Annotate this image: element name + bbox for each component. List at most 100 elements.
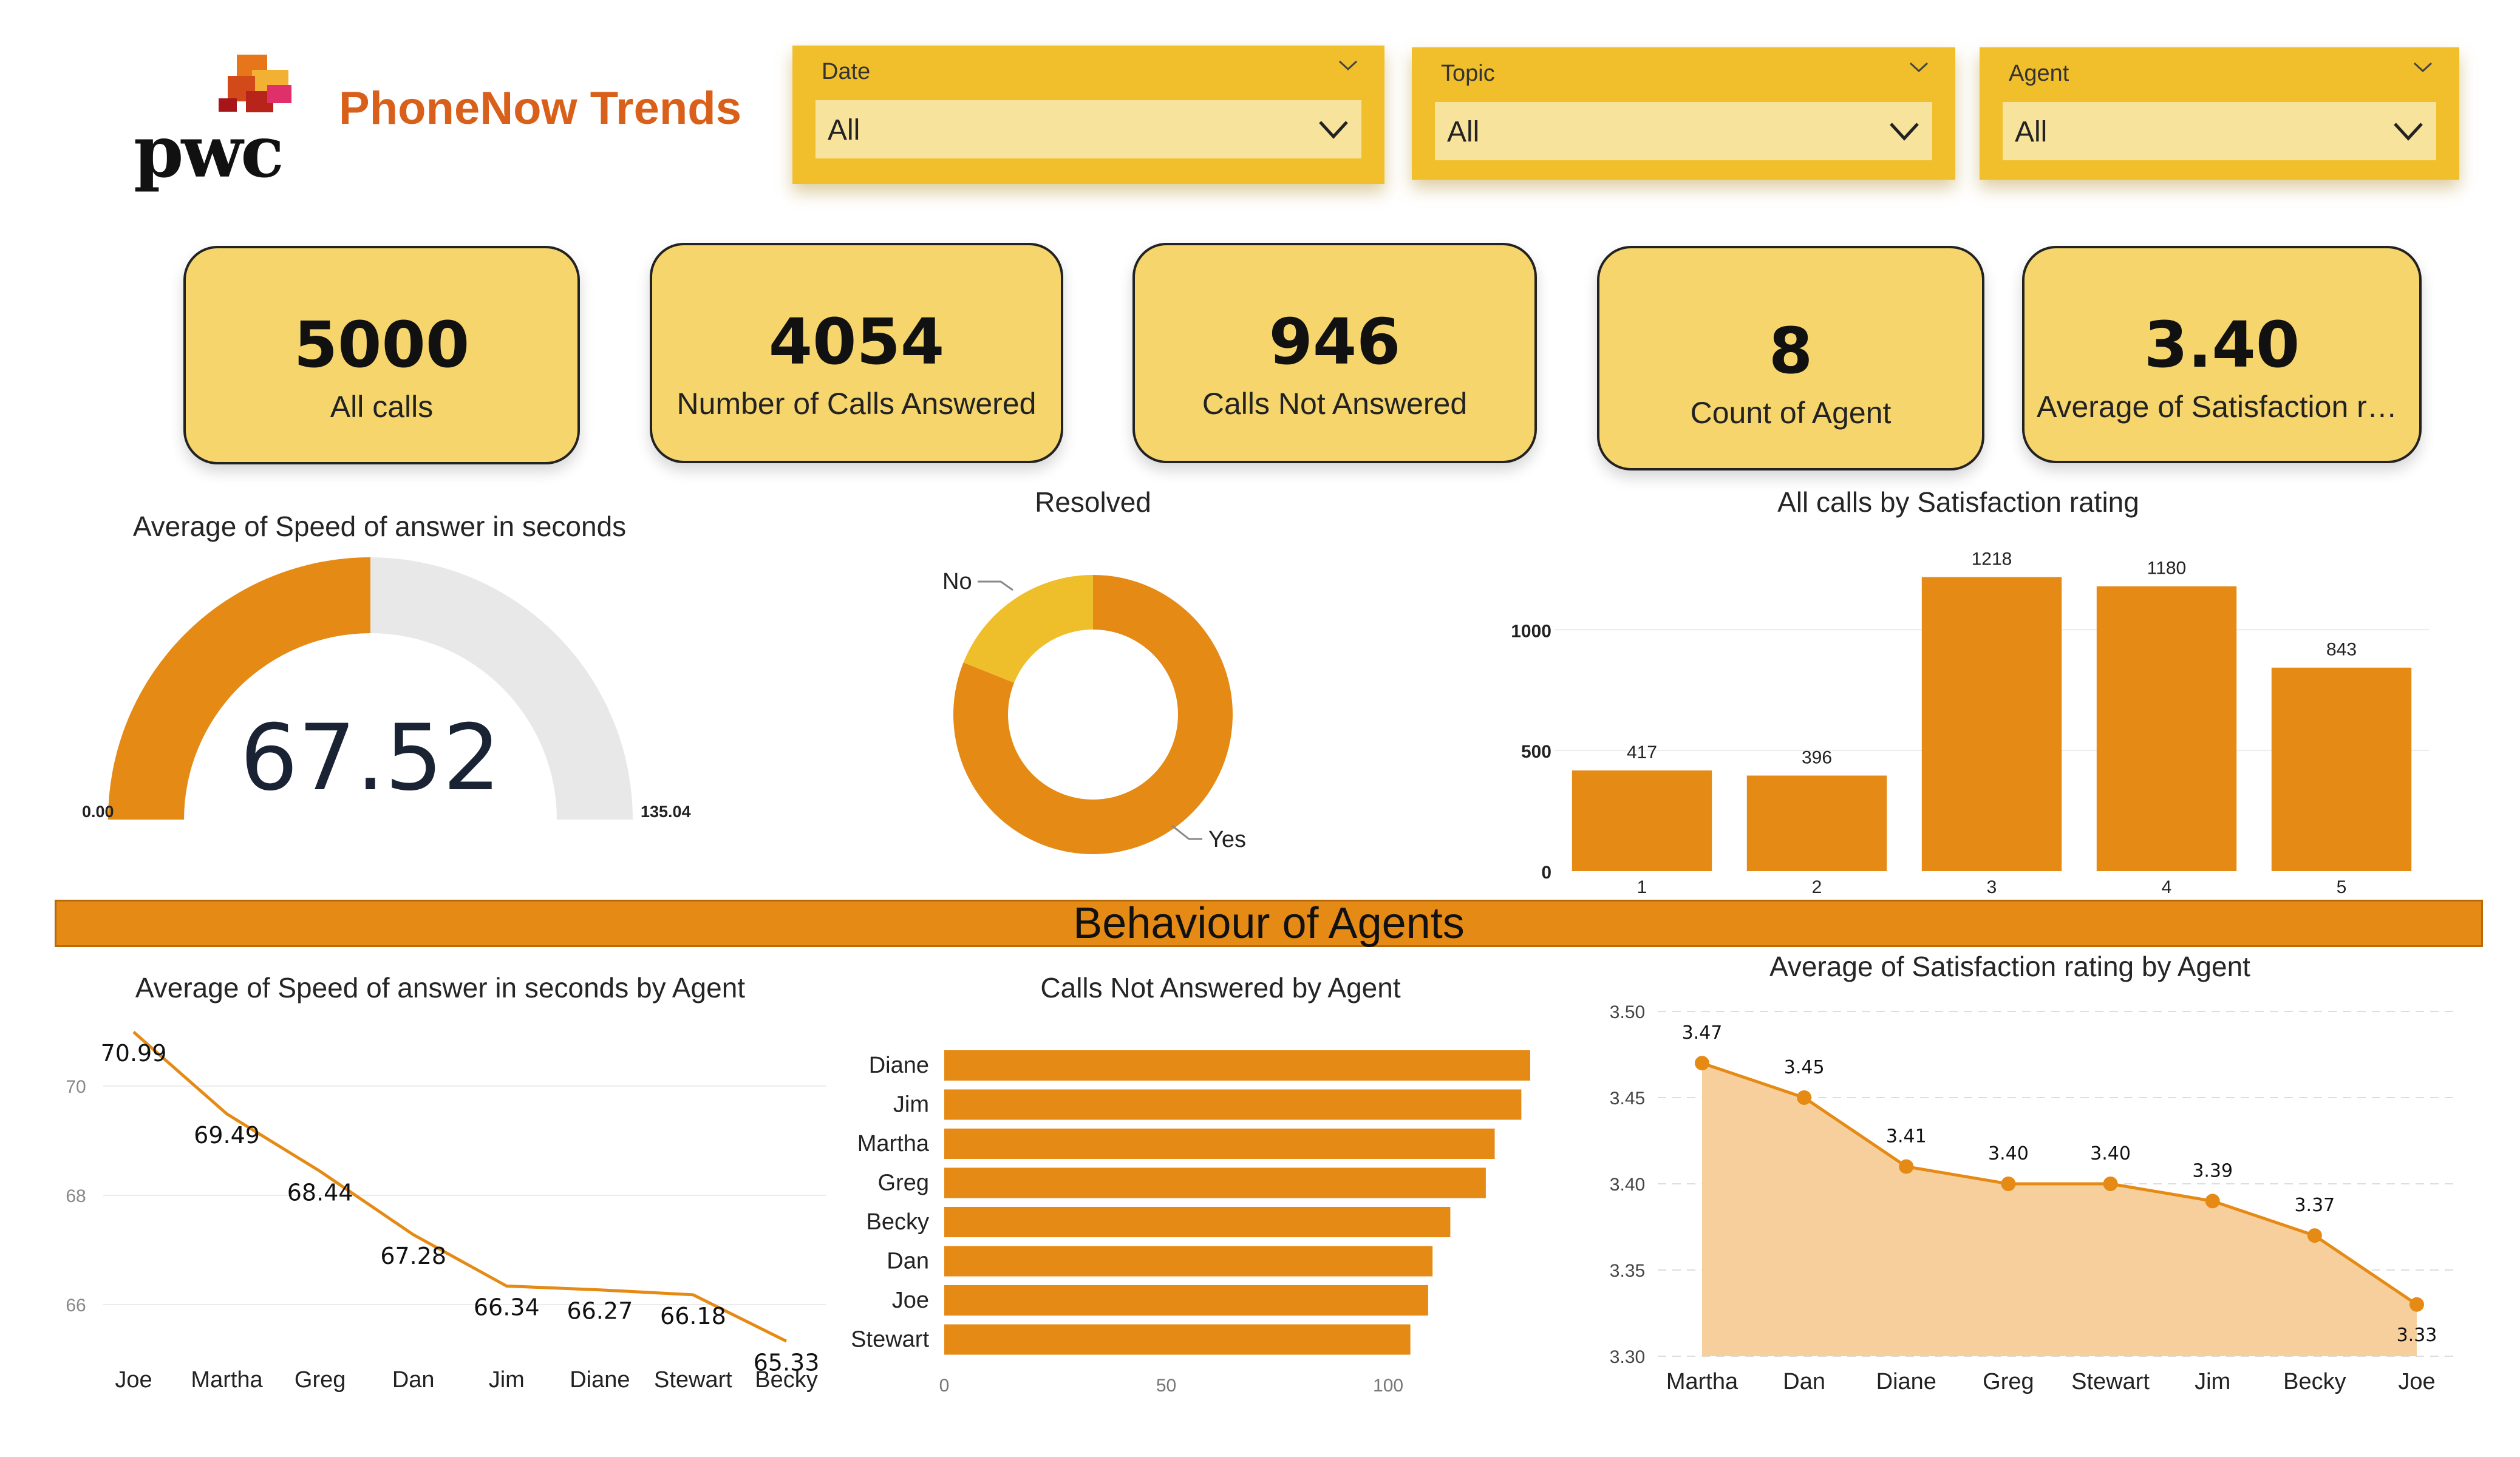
y-tick-label: 3.35 bbox=[1610, 1261, 1645, 1281]
speed-line-chart: 66 68 70 70.99 Joe 69.49 Martha 68.44 Greg 67.28 D… bbox=[66, 1031, 826, 1393]
x-tick-label: Greg bbox=[1983, 1369, 2034, 1394]
speed-line bbox=[132, 1031, 788, 1343]
data-label: 66.27 bbox=[567, 1298, 633, 1325]
y-tick-label: 1000 bbox=[1511, 621, 1551, 641]
slicer-date-label: Date bbox=[822, 59, 871, 84]
x-tick-label: 5 bbox=[2337, 877, 2347, 897]
data-point bbox=[2307, 1228, 2322, 1243]
not-answered-chart-title: Calls Not Answered by Agent bbox=[1040, 972, 1401, 1004]
section-banner: Behaviour of Agents bbox=[55, 900, 2483, 947]
x-tick-label: Joe bbox=[115, 1367, 152, 1393]
y-tick-label: Jim bbox=[893, 1092, 929, 1118]
y-tick-label: Diane bbox=[869, 1053, 929, 1078]
x-tick-label: Joe bbox=[2398, 1369, 2435, 1394]
bar bbox=[944, 1207, 1451, 1237]
x-tick-label: 2 bbox=[1812, 877, 1822, 897]
data-label: 67.28 bbox=[380, 1243, 446, 1269]
chevron-down-icon[interactable] bbox=[1337, 59, 1359, 72]
x-tick-label: 1 bbox=[1637, 877, 1647, 897]
chevron-down-icon[interactable] bbox=[2392, 120, 2424, 142]
data-label: 66.18 bbox=[660, 1303, 726, 1330]
logo-wordmark: pwc bbox=[134, 109, 284, 194]
data-label: 1218 bbox=[1972, 549, 2012, 569]
gauge-max-label: 135.04 bbox=[641, 803, 691, 821]
y-tick-label: 0 bbox=[1541, 863, 1551, 883]
y-tick-label: Dan bbox=[887, 1249, 929, 1274]
chevron-down-icon[interactable] bbox=[2412, 61, 2434, 74]
data-label: 3.40 bbox=[2090, 1143, 2131, 1164]
data-label: 3.39 bbox=[2192, 1160, 2233, 1181]
slicer-agent[interactable]: Agent All bbox=[1980, 47, 2459, 180]
x-tick-label: Stewart bbox=[2071, 1369, 2150, 1394]
chevron-down-icon[interactable] bbox=[1318, 118, 1349, 140]
x-tick-label: Jim bbox=[489, 1367, 525, 1393]
data-point bbox=[1899, 1159, 1914, 1174]
satisfaction-line bbox=[1701, 1061, 2418, 1306]
x-tick-label: Becky bbox=[2283, 1369, 2346, 1394]
x-tick-label: Dan bbox=[392, 1367, 435, 1393]
slicer-agent-label: Agent bbox=[2009, 61, 2069, 86]
slicer-date-value: All bbox=[828, 114, 860, 146]
not-answered-bar-chart: Diane Jim Martha Greg Becky Dan Joe Stewart 0 50 1… bbox=[851, 1050, 1530, 1396]
y-tick-label: Stewart bbox=[851, 1327, 929, 1353]
bar bbox=[1572, 770, 1712, 871]
kpi-value: 5000 bbox=[293, 308, 470, 382]
x-tick-label: Diane bbox=[1876, 1369, 1936, 1394]
kpi-label: Calls Not Answered bbox=[1202, 387, 1468, 421]
kpi-card-average-satisfaction: 3.40 Average of Satisfaction rati... bbox=[2022, 246, 2422, 463]
slicer-topic-value: All bbox=[1447, 116, 1480, 148]
kpi-card-calls-not-answered: 946 Calls Not Answered bbox=[1132, 243, 1537, 463]
y-tick-label: Becky bbox=[867, 1209, 929, 1235]
slicer-topic-dropdown[interactable]: All bbox=[1435, 102, 1932, 160]
bar bbox=[2096, 586, 2237, 871]
x-tick-label: 0 bbox=[939, 1376, 950, 1396]
kpi-value: 8 bbox=[1768, 314, 1813, 388]
slicer-topic[interactable]: Topic All bbox=[1412, 47, 1955, 180]
slicer-date-dropdown[interactable]: All bbox=[816, 100, 1361, 158]
donut-label-no: No bbox=[942, 569, 972, 594]
y-tick-label: Greg bbox=[878, 1170, 929, 1196]
section-banner-title: Behaviour of Agents bbox=[1073, 899, 1465, 948]
kpi-label: All calls bbox=[330, 390, 434, 424]
bar bbox=[944, 1285, 1428, 1316]
satisfaction-area-chart: 3.30 3.35 3.40 3.45 3.50 3.47 Martha 3.45 Dan 3.4… bbox=[1610, 1002, 2453, 1394]
y-tick-label: 3.50 bbox=[1610, 1002, 1645, 1022]
kpi-label: Count of Agent bbox=[1690, 396, 1892, 430]
data-point bbox=[2103, 1177, 2118, 1191]
x-tick-label: Martha bbox=[1666, 1369, 1738, 1394]
gauge-chart-title: Average of Speed of answer in seconds bbox=[132, 511, 627, 542]
data-label: 3.37 bbox=[2294, 1195, 2335, 1216]
chevron-down-icon[interactable] bbox=[1888, 120, 1920, 142]
kpi-label: Number of Calls Answered bbox=[676, 387, 1037, 421]
data-label: 69.49 bbox=[194, 1122, 260, 1149]
x-tick-label: 4 bbox=[2162, 877, 2172, 897]
x-tick-label: Greg bbox=[295, 1367, 346, 1393]
page-title: PhoneNow Trends bbox=[339, 83, 741, 134]
bar bbox=[944, 1324, 1411, 1355]
data-label: 396 bbox=[1802, 748, 1832, 768]
gauge-value: 67.52 bbox=[240, 705, 500, 811]
slicer-agent-dropdown[interactable]: All bbox=[2003, 102, 2436, 160]
data-point bbox=[1797, 1090, 1812, 1105]
data-label: 3.45 bbox=[1784, 1057, 1825, 1078]
chevron-down-icon[interactable] bbox=[1908, 61, 1930, 74]
data-point bbox=[2409, 1297, 2424, 1312]
donut-leader-no bbox=[978, 580, 1013, 591]
gauge-chart: 67.52 0.00 135.04 bbox=[82, 557, 691, 821]
gauge-fill bbox=[108, 557, 370, 820]
kpi-label: Average of Satisfaction rati... bbox=[2037, 390, 2407, 424]
donut-chart: No Yes bbox=[942, 569, 1246, 854]
gauge-min-label: 0.00 bbox=[82, 803, 114, 821]
y-tick-label: 68 bbox=[66, 1186, 86, 1206]
x-tick-label: Dan bbox=[1783, 1369, 1825, 1394]
y-tick-label: Martha bbox=[857, 1131, 930, 1156]
kpi-value: 946 bbox=[1269, 305, 1401, 379]
slicer-date[interactable]: Date All bbox=[792, 46, 1384, 184]
y-tick-label: 3.40 bbox=[1610, 1175, 1645, 1195]
y-tick-label: 66 bbox=[66, 1296, 86, 1316]
donut-label-yes: Yes bbox=[1208, 827, 1246, 852]
data-label: 3.47 bbox=[1682, 1022, 1723, 1044]
bar bbox=[2271, 667, 2412, 871]
bar bbox=[944, 1089, 1522, 1120]
pwc-logo bbox=[121, 49, 304, 182]
